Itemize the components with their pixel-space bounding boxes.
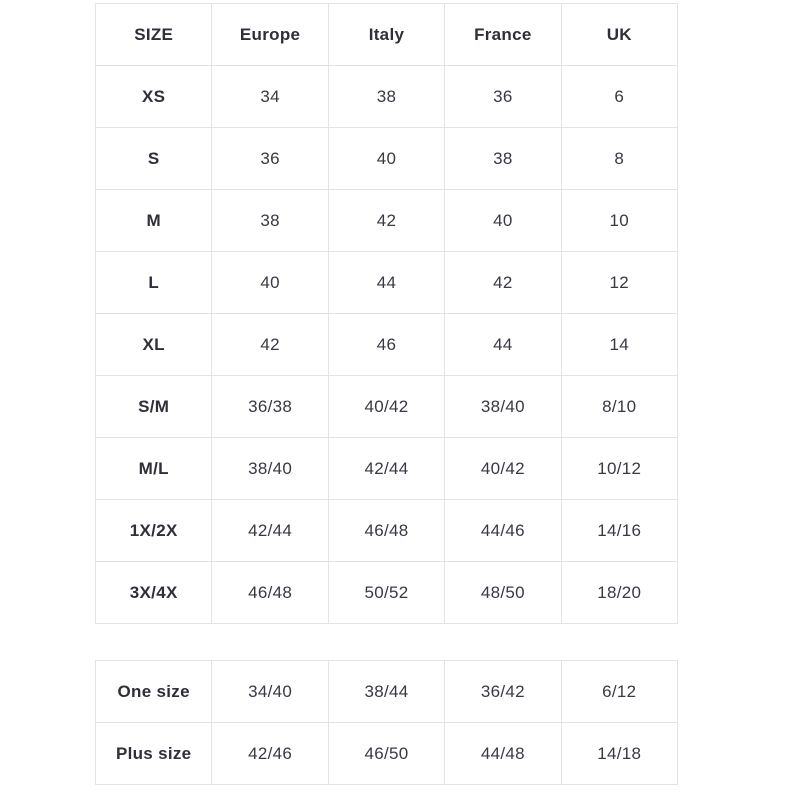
row-label-cell: XL xyxy=(94,313,213,376)
value-cell: 10/12 xyxy=(560,437,679,500)
header-cell-size: SIZE xyxy=(94,3,213,66)
value-cell: 18/20 xyxy=(560,561,679,624)
table-row-1x2x: 1X/2X 42/44 46/48 44/46 14/16 xyxy=(94,499,679,562)
value-cell: 6/12 xyxy=(560,660,679,723)
value-cell: 46/50 xyxy=(327,722,446,785)
value-cell: 42/44 xyxy=(211,499,329,562)
value-cell: 46/48 xyxy=(327,499,446,562)
value-cell: 14/16 xyxy=(560,499,679,562)
table-row-l: L 40 44 42 12 xyxy=(94,251,679,314)
value-cell: 40 xyxy=(444,189,562,252)
table-row-ml: M/L 38/40 42/44 40/42 10/12 xyxy=(94,437,679,500)
value-cell: 40 xyxy=(211,251,329,314)
value-cell: 34/40 xyxy=(211,660,329,723)
value-cell: 40/42 xyxy=(327,375,446,438)
row-label-cell: 3X/4X xyxy=(94,561,213,624)
row-label-cell: Plus size xyxy=(94,722,213,785)
value-cell: 42 xyxy=(211,313,329,376)
value-cell: 36/42 xyxy=(444,660,562,723)
row-label-cell: S xyxy=(94,127,213,190)
value-cell: 14 xyxy=(560,313,679,376)
row-label-cell: 1X/2X xyxy=(94,499,213,562)
header-cell-italy: Italy xyxy=(327,3,446,66)
row-label-cell: S/M xyxy=(94,375,213,438)
value-cell: 50/52 xyxy=(327,561,446,624)
table-row-sm: S/M 36/38 40/42 38/40 8/10 xyxy=(94,375,679,438)
header-cell-france: France xyxy=(444,3,562,66)
row-label-cell: One size xyxy=(94,660,213,723)
value-cell: 36 xyxy=(211,127,329,190)
value-cell: 38 xyxy=(211,189,329,252)
value-cell: 38/40 xyxy=(444,375,562,438)
value-cell: 36 xyxy=(444,65,562,128)
table-gap xyxy=(95,624,800,660)
value-cell: 38 xyxy=(327,65,446,128)
value-cell: 44 xyxy=(327,251,446,314)
row-label-cell: M/L xyxy=(94,437,213,500)
value-cell: 42/46 xyxy=(211,722,329,785)
value-cell: 8/10 xyxy=(560,375,679,438)
value-cell: 38/40 xyxy=(211,437,329,500)
value-cell: 42/44 xyxy=(327,437,446,500)
value-cell: 42 xyxy=(444,251,562,314)
header-row: SIZE Europe Italy France UK xyxy=(94,3,679,66)
value-cell: 38/44 xyxy=(327,660,446,723)
value-cell: 14/18 xyxy=(560,722,679,785)
header-cell-uk: UK xyxy=(560,3,679,66)
value-cell: 42 xyxy=(327,189,446,252)
value-cell: 12 xyxy=(560,251,679,314)
table-row-xl: XL 42 46 44 14 xyxy=(94,313,679,376)
value-cell: 36/38 xyxy=(211,375,329,438)
size-table-header: SIZE Europe Italy France UK xyxy=(94,3,679,66)
value-cell: 8 xyxy=(560,127,679,190)
table-row-3x4x: 3X/4X 46/48 50/52 48/50 18/20 xyxy=(94,561,679,624)
special-sizes-body: One size 34/40 38/44 36/42 6/12 Plus siz… xyxy=(94,660,679,785)
header-cell-europe: Europe xyxy=(211,3,329,66)
row-label-cell: M xyxy=(94,189,213,252)
table-row-s: S 36 40 38 8 xyxy=(94,127,679,190)
row-label-cell: L xyxy=(94,251,213,314)
value-cell: 44 xyxy=(444,313,562,376)
row-label-cell: XS xyxy=(94,65,213,128)
table-row-one-size: One size 34/40 38/44 36/42 6/12 xyxy=(94,660,679,723)
special-sizes-table: One size 34/40 38/44 36/42 6/12 Plus siz… xyxy=(94,660,679,785)
value-cell: 6 xyxy=(560,65,679,128)
value-cell: 40/42 xyxy=(444,437,562,500)
size-conversion-table: SIZE Europe Italy France UK XS 34 38 36 … xyxy=(94,3,679,624)
value-cell: 10 xyxy=(560,189,679,252)
value-cell: 38 xyxy=(444,127,562,190)
size-table-body: XS 34 38 36 6 S 36 40 38 8 M 38 42 40 10 xyxy=(94,65,679,624)
value-cell: 46 xyxy=(327,313,446,376)
value-cell: 48/50 xyxy=(444,561,562,624)
table-row-xs: XS 34 38 36 6 xyxy=(94,65,679,128)
table-row-plus-size: Plus size 42/46 46/50 44/48 14/18 xyxy=(94,722,679,785)
value-cell: 44/48 xyxy=(444,722,562,785)
value-cell: 34 xyxy=(211,65,329,128)
value-cell: 44/46 xyxy=(444,499,562,562)
value-cell: 40 xyxy=(327,127,446,190)
value-cell: 46/48 xyxy=(211,561,329,624)
table-row-m: M 38 42 40 10 xyxy=(94,189,679,252)
